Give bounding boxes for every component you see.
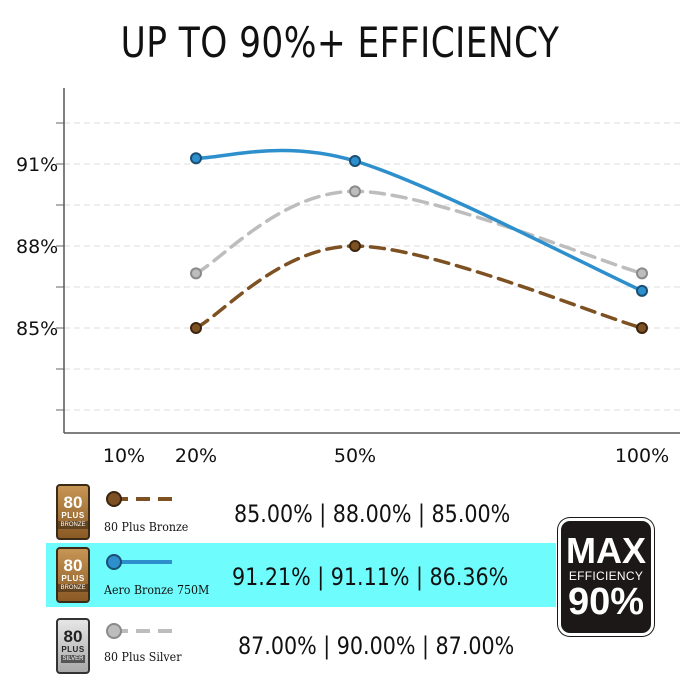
legend-values-bronze: 85.00% | 88.00% | 85.00% [234,500,511,528]
axis-layer [56,88,680,434]
legend-row-aero-bronze [46,543,556,607]
series-line-80-plus-bronze [194,244,644,330]
y-tick-label: 91% [16,154,58,176]
max-badge-middle: EFFICIENCY [568,569,644,583]
series-layer [190,148,648,334]
x-tick-label: 50% [334,445,376,467]
legend-row-bronze: 80 PLUS BRONZE 80 Plus Bronze 85.00% | 8… [0,480,560,544]
bronze-badge-icon: 80 PLUS BRONZE [56,484,90,540]
legend-row-aero-bronze-content: 80 PLUS BRONZE Aero Bronze 750M 91.21% |… [0,543,560,607]
data-point [349,240,361,252]
legend-line-bronze-icon [106,491,172,507]
x-tick-label: 100% [615,445,669,467]
efficiency-chart: 85% 88% 91% 10% 20% 50% 100% [16,88,680,467]
max-efficiency-badge: MAX EFFICIENCY 90% [558,518,654,636]
legend-label-bronze: 80 Plus Bronze [104,520,189,534]
legend-line-aero-bronze-icon [106,554,172,570]
legend-label-silver: 80 Plus Silver [104,650,182,664]
label-layer: 85% 88% 91% 10% 20% 50% 100% [16,154,669,467]
x-tick-label: 20% [175,445,217,467]
data-point [636,322,648,334]
silver-badge-icon: 80 PLUS SILVER [56,618,90,674]
data-point [349,185,361,198]
data-point [349,154,361,167]
y-tick-label: 88% [16,236,58,258]
data-point [190,322,202,334]
aero-bronze-badge-icon: 80 PLUS BRONZE [56,547,90,603]
legend-values-silver: 87.00% | 90.00% | 87.00% [238,632,515,660]
data-point [190,152,202,165]
legend-line-silver-icon [106,623,172,639]
legend-values-aero-bronze: 91.21% | 91.11% | 86.36% [232,563,509,591]
legend-label-aero-bronze: Aero Bronze 750M [104,583,210,597]
data-point [636,284,648,297]
legend-row-silver: 80 PLUS SILVER 80 Plus Silver 87.00% | 9… [0,614,560,678]
max-badge-bottom: 90% [567,581,645,623]
series-line-aero-bronze-750m [194,148,644,293]
chart-title: UP TO 90%+ EFFICIENCY [120,18,560,67]
data-point [190,267,202,280]
series-line-80-plus-silver [194,189,644,276]
max-badge-top: MAX [566,530,646,571]
data-point [636,267,648,280]
grid-layer [64,122,680,411]
y-tick-label: 85% [16,318,58,340]
x-tick-label: 10% [103,445,145,467]
